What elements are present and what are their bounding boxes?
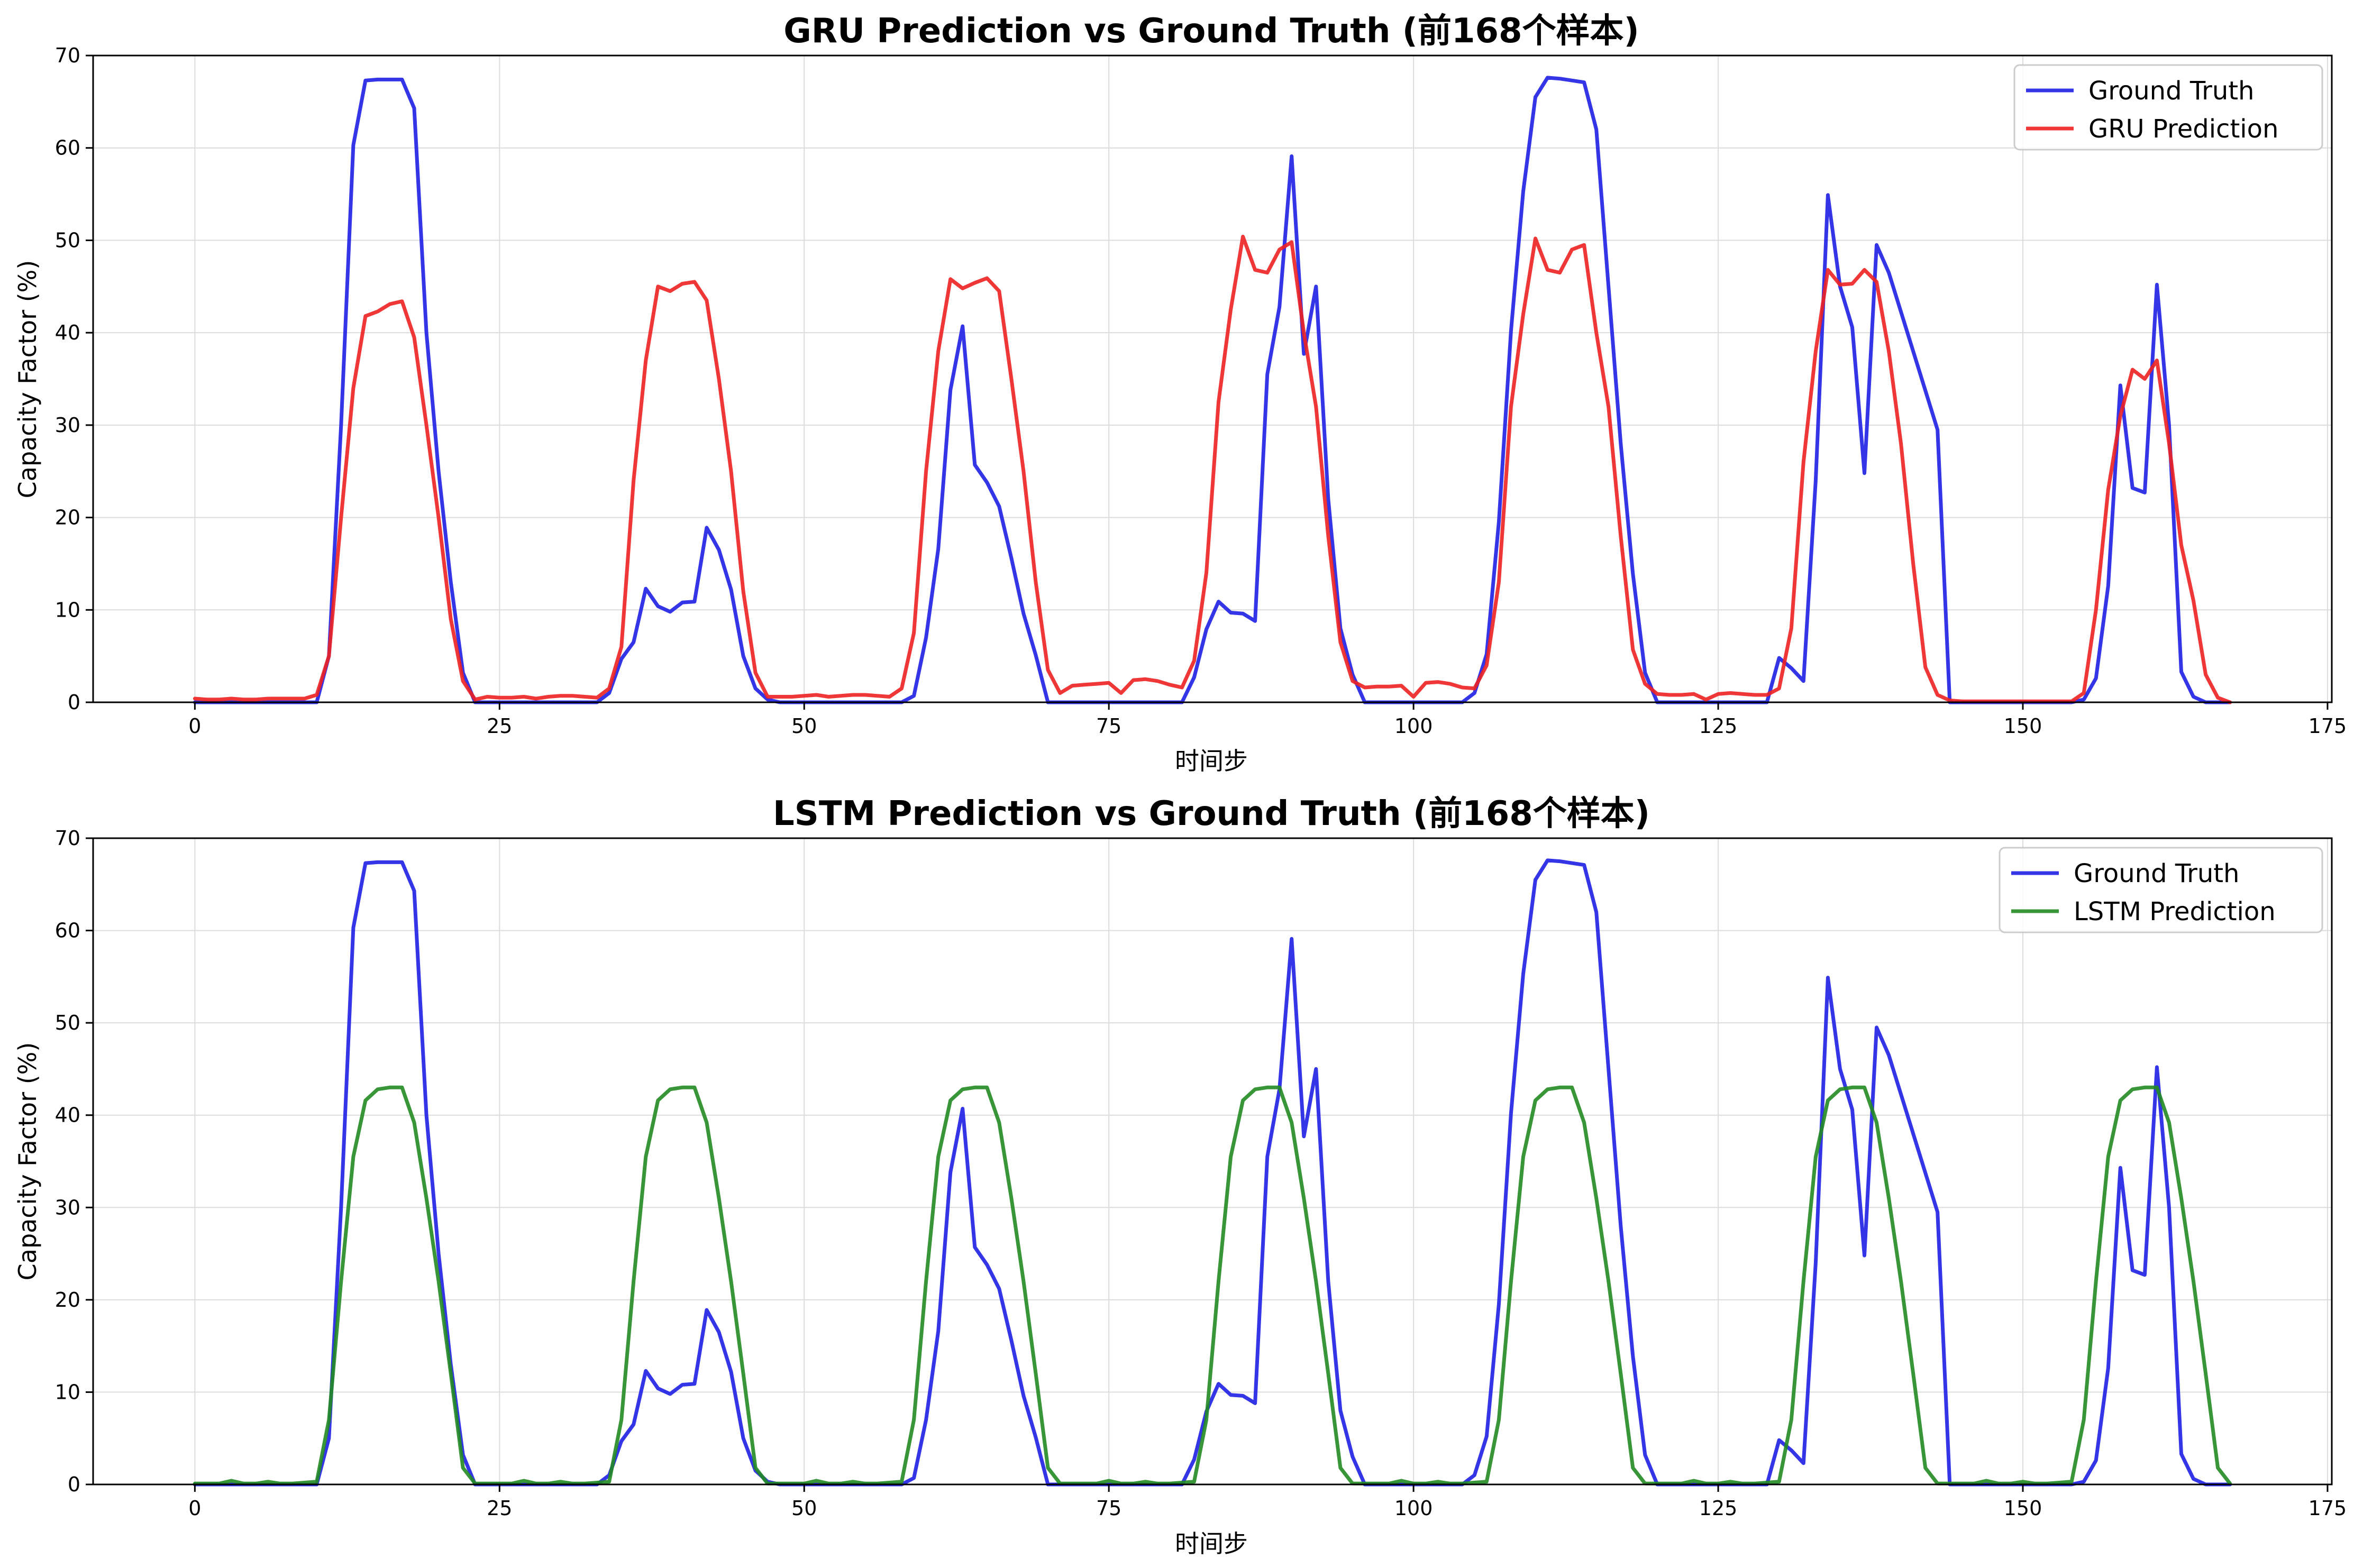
lstm-chart-xlabel: 时间步: [1175, 1529, 1248, 1558]
gru-x-tick-label: 125: [1699, 714, 1738, 738]
gru-series-ground-truth-line: [193, 76, 2232, 704]
gru-y-tick-label: 50: [55, 228, 80, 252]
lstm-y-tick-label: 70: [55, 827, 80, 850]
gru-x-tick-label: 175: [2309, 714, 2347, 738]
lstm-y-tick-label: 20: [55, 1288, 80, 1312]
lstm-x-tick-label: 50: [791, 1497, 817, 1520]
gru-series-prediction-line: [193, 234, 2232, 704]
lstm-legend: Ground Truth LSTM Prediction: [1999, 847, 2323, 933]
gru-chart-panel: GRU Prediction vs Ground Truth (前168个样本)…: [13, 12, 2347, 775]
lstm-x-tick-label: 25: [487, 1497, 512, 1520]
lstm-y-tick-label: 60: [55, 919, 80, 942]
lstm-legend-label: Ground Truth: [2074, 859, 2239, 888]
gru-y-tick-label: 40: [55, 321, 80, 344]
gru-x-tick-label: 25: [487, 714, 512, 738]
gru-chart-plot-area: 0 25 50 75 100 125 150 175 0 10 20 30 40 50 60 70 Ground…: [55, 44, 2347, 738]
lstm-x-tick-label: 175: [2309, 1497, 2347, 1520]
gru-y-tick-label: 30: [55, 414, 80, 437]
gru-y-tick-label: 60: [55, 136, 80, 160]
gru-x-tick-label: 0: [188, 714, 201, 738]
lstm-y-tick-label: 10: [55, 1380, 80, 1404]
gru-x-tick-label: 50: [791, 714, 817, 738]
lstm-x-tick-label: 75: [1096, 1497, 1121, 1520]
gru-y-tick-label: 0: [68, 691, 80, 714]
gru-x-tick-label: 75: [1096, 714, 1121, 738]
lstm-chart-plot-area: 0 25 50 75 100 125 150 175 0 10 20 30 40 50 60 70 Ground…: [55, 827, 2347, 1520]
gru-chart-ylabel: Capacity Factor (%): [13, 260, 42, 499]
lstm-chart-panel: LSTM Prediction vs Ground Truth (前168个样本…: [13, 794, 2347, 1558]
gru-chart-xlabel: 时间步: [1175, 747, 1248, 775]
lstm-y-tick-label: 0: [68, 1473, 80, 1496]
lstm-series-ground-truth-line: [193, 858, 2232, 1487]
gru-legend: Ground Truth GRU Prediction: [2013, 64, 2323, 151]
gru-y-tick-label: 70: [55, 44, 80, 67]
gru-y-tick-label: 20: [55, 506, 80, 529]
lstm-x-tick-label: 0: [188, 1497, 201, 1520]
lstm-chart-title: LSTM Prediction vs Ground Truth (前168个样本…: [773, 794, 1650, 833]
gru-x-tick-label: 150: [2004, 714, 2042, 738]
lstm-chart-ylabel: Capacity Factor (%): [13, 1042, 42, 1281]
gru-legend-box: [2013, 64, 2323, 151]
gru-legend-label: Ground Truth: [2088, 76, 2254, 106]
lstm-y-tick-label: 30: [55, 1196, 80, 1219]
lstm-series-prediction-line: [193, 1085, 2232, 1486]
gru-legend-label: GRU Prediction: [2088, 114, 2278, 144]
lstm-legend-box: [1999, 847, 2323, 933]
lstm-legend-label: LSTM Prediction: [2074, 897, 2276, 927]
gru-chart-title: GRU Prediction vs Ground Truth (前168个样本): [783, 12, 1639, 51]
lstm-axes-frame: [92, 837, 2333, 1486]
lstm-y-tick-label: 50: [55, 1011, 80, 1034]
gru-axes-frame: [92, 54, 2333, 703]
gru-y-tick-label: 10: [55, 598, 80, 621]
lstm-x-tick-label: 125: [1699, 1497, 1738, 1520]
lstm-x-tick-label: 100: [1394, 1497, 1433, 1520]
lstm-y-tick-label: 40: [55, 1104, 80, 1127]
gru-x-tick-label: 100: [1394, 714, 1433, 738]
lstm-x-tick-label: 150: [2004, 1497, 2042, 1520]
